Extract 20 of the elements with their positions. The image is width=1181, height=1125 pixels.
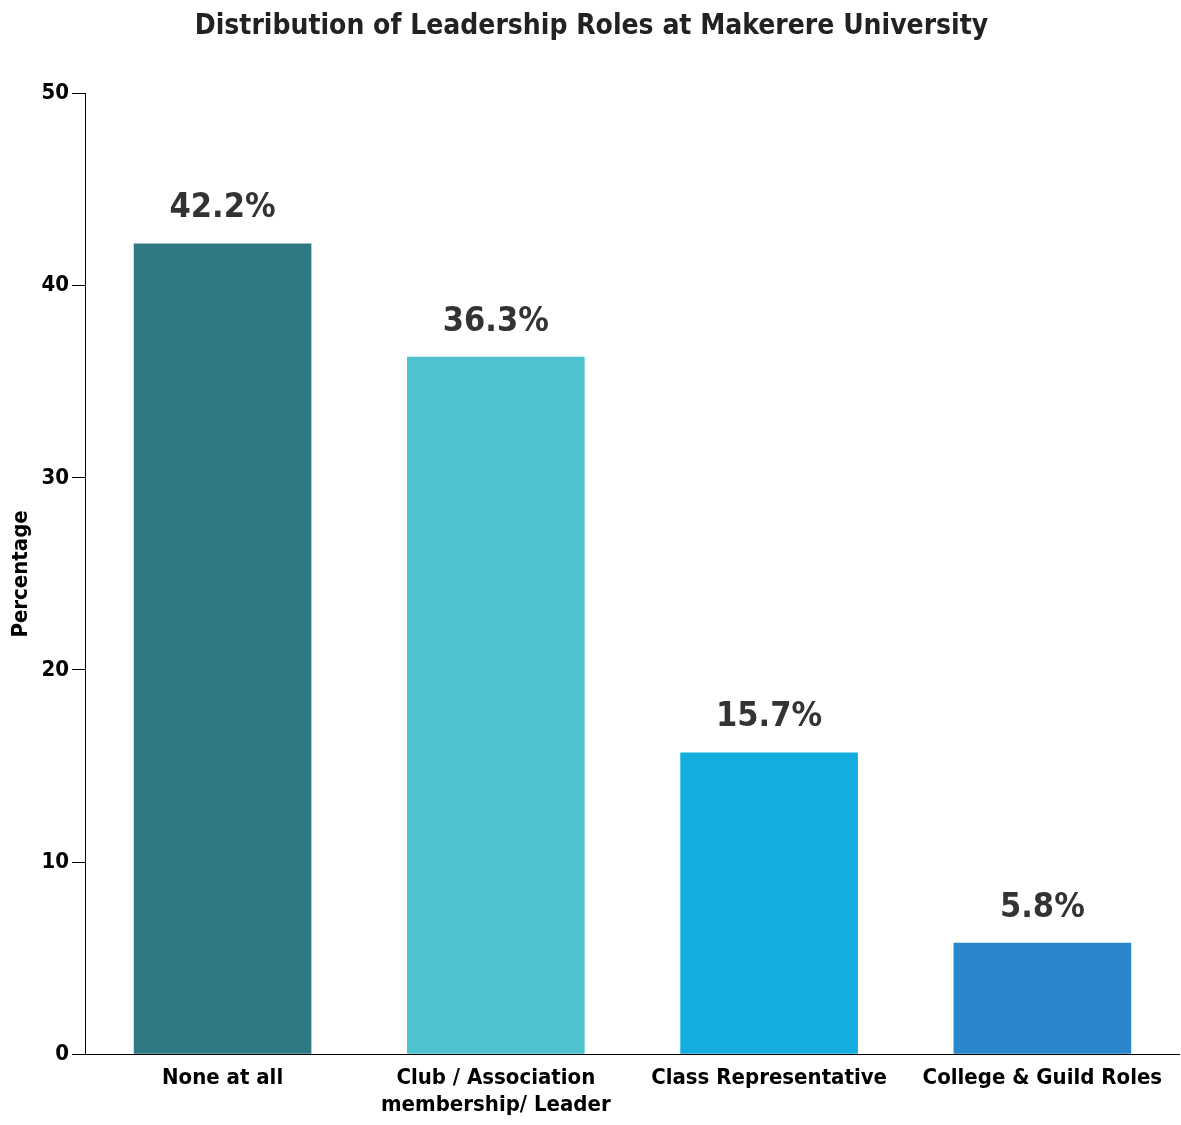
bar [407, 356, 585, 1054]
data-label: 42.2% [169, 185, 276, 226]
y-axis-title: Percentage [6, 510, 32, 638]
x-tick-label: None at all [161, 1064, 284, 1090]
x-tick-label: Class Representative [651, 1064, 888, 1090]
y-tick-label: 0 [55, 1039, 69, 1065]
bar [953, 942, 1132, 1054]
data-label: 36.3% [442, 298, 549, 339]
y-tick-label: 20 [41, 655, 69, 681]
y-tick-label: 10 [41, 847, 69, 873]
bar [680, 752, 858, 1054]
x-tick-label: Club / Association membership/ Leader [380, 1064, 611, 1116]
bar [133, 243, 312, 1054]
y-tick-label: 40 [41, 271, 69, 297]
chart-title: Distribution of Leadership Roles at Makerere University [194, 8, 989, 42]
y-tick-label: 30 [41, 463, 69, 489]
data-label: 5.8% [999, 884, 1085, 925]
y-tick-label: 50 [41, 79, 69, 105]
x-tick-label: College & Guild Roles [922, 1064, 1163, 1090]
data-label: 15.7% [716, 694, 823, 735]
